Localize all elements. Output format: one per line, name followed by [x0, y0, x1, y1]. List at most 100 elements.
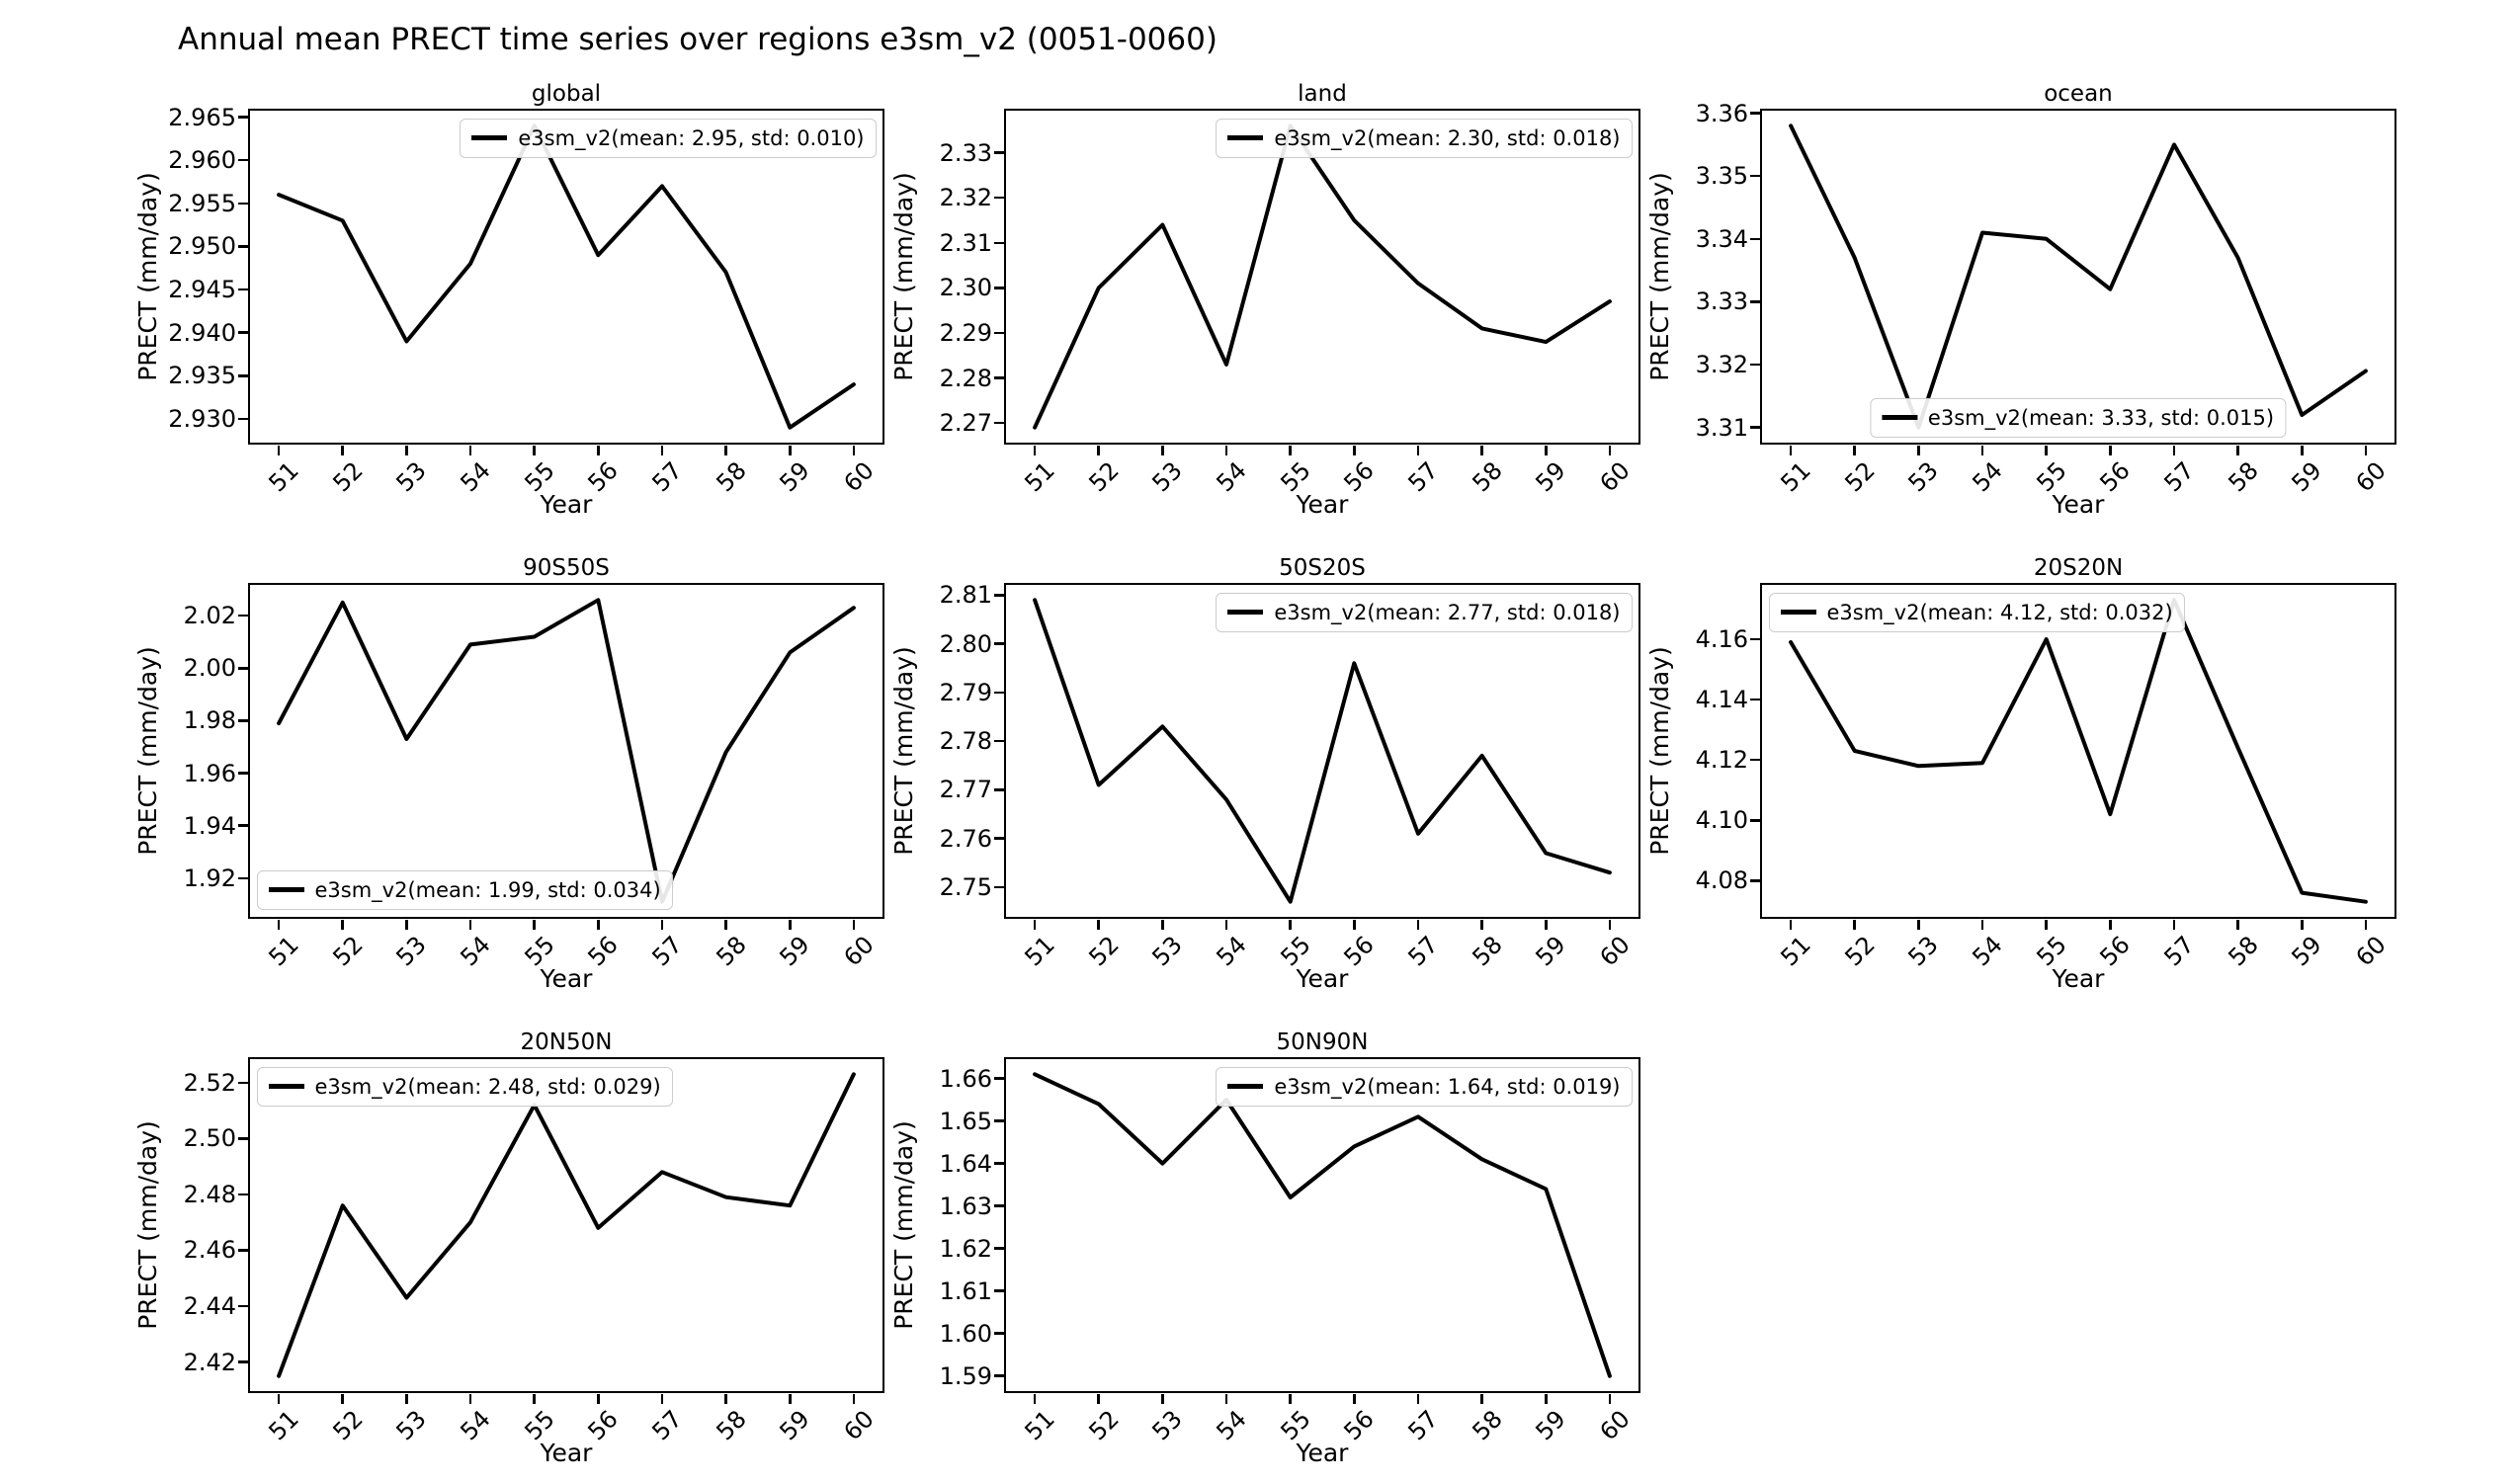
plot-area: [276, 597, 856, 904]
y-tick-label: 3.33: [1695, 288, 1748, 316]
time-series-line: [1032, 123, 1612, 430]
x-tick: [341, 919, 344, 930]
legend: e3sm_v2(mean: 1.99, std: 0.034): [256, 869, 673, 910]
x-tick: [1161, 445, 1164, 455]
y-tick-label: 3.35: [1695, 162, 1748, 191]
y-tick-label: 2.27: [939, 409, 992, 438]
time-series-line: [1032, 597, 1612, 904]
x-tick: [1545, 1393, 1548, 1404]
x-tick: [533, 445, 536, 455]
x-tick: [1033, 1393, 1037, 1404]
axes-20N50N: e3sm_v2(mean: 2.48, std: 0.029): [247, 1056, 884, 1393]
y-tick: [993, 421, 1004, 425]
axes-50N90N: e3sm_v2(mean: 1.64, std: 0.019): [1003, 1056, 1640, 1393]
y-tick: [993, 1204, 1004, 1207]
legend-label: e3sm_v2(mean: 2.48, std: 0.029): [314, 1074, 661, 1099]
y-tick-label: 2.80: [939, 629, 992, 658]
legend: e3sm_v2(mean: 2.95, std: 0.010): [460, 118, 877, 158]
x-tick: [1224, 919, 1228, 930]
x-tick: [2364, 445, 2368, 455]
time-series-line: [276, 123, 856, 430]
y-tick-label: 2.30: [939, 274, 992, 302]
y-tick: [993, 885, 1004, 889]
plot-area: [276, 123, 856, 430]
y-tick-label: 2.52: [183, 1068, 236, 1097]
y-tick: [993, 287, 1004, 289]
y-tick-label: 1.60: [939, 1319, 992, 1348]
y-tick: [1749, 237, 1760, 241]
x-tick: [1545, 919, 1548, 930]
x-tick: [277, 445, 281, 455]
x-tick: [468, 1393, 472, 1404]
x-tick: [1224, 1393, 1228, 1404]
subplot-title: land: [1298, 81, 1347, 107]
axes-ocean: e3sm_v2(mean: 3.33, std: 0.015): [1759, 108, 2396, 445]
x-tick: [1545, 445, 1548, 455]
legend: e3sm_v2(mean: 1.64, std: 0.019): [1216, 1066, 1633, 1107]
y-tick-label: 2.77: [939, 776, 992, 804]
y-tick-label: 1.61: [939, 1276, 992, 1305]
x-tick: [533, 1393, 536, 1404]
x-tick: [277, 919, 281, 930]
legend: e3sm_v2(mean: 2.30, std: 0.018): [1216, 118, 1633, 158]
legend-line-swatch: [268, 887, 304, 892]
y-tick: [1749, 879, 1760, 882]
x-tick: [1416, 445, 1420, 455]
y-tick: [993, 1374, 1004, 1377]
y-tick-label: 2.29: [939, 318, 992, 347]
y-tick: [993, 241, 1004, 245]
axes-20S20N: e3sm_v2(mean: 4.12, std: 0.032): [1759, 582, 2396, 919]
y-tick-label: 1.96: [183, 759, 236, 787]
y-tick-label: 2.935: [168, 362, 236, 390]
y-tick-label: 2.960: [168, 146, 236, 175]
legend-label: e3sm_v2(mean: 1.64, std: 0.019): [1274, 1074, 1621, 1099]
y-tick: [1749, 300, 1760, 303]
x-tick: [2301, 445, 2304, 455]
y-tick-label: 2.46: [183, 1236, 236, 1265]
y-tick-label: 2.48: [183, 1180, 236, 1208]
y-tick: [237, 1137, 248, 1140]
x-axis-label: Year: [2052, 964, 2105, 993]
x-tick: [597, 1393, 600, 1404]
y-tick: [237, 1249, 248, 1252]
y-tick-label: 4.14: [1695, 686, 1748, 714]
x-tick: [660, 919, 664, 930]
legend-label: e3sm_v2(mean: 2.95, std: 0.010): [518, 125, 865, 150]
axes-global: e3sm_v2(mean: 2.95, std: 0.010): [247, 108, 884, 445]
x-tick: [1097, 1393, 1100, 1404]
x-axis-label: Year: [540, 964, 593, 993]
y-tick: [993, 196, 1004, 200]
subplot-title: 50N90N: [1276, 1029, 1369, 1055]
legend: e3sm_v2(mean: 2.48, std: 0.029): [256, 1066, 673, 1107]
plot-area: [1032, 1071, 1612, 1378]
x-tick: [1608, 1393, 1612, 1404]
y-tick: [237, 1304, 248, 1308]
time-series-line: [1032, 1071, 1612, 1378]
x-axis-label: Year: [2052, 490, 2105, 519]
legend-label: e3sm_v2(mean: 3.33, std: 0.015): [1927, 405, 2275, 430]
y-tick: [993, 837, 1004, 840]
y-axis-label: PRECT (mm/day): [133, 1120, 162, 1330]
subplot-title: 50S20S: [1279, 555, 1366, 581]
x-tick: [2172, 919, 2176, 930]
y-tick-label: 2.81: [939, 581, 992, 610]
plot-area: [1788, 123, 2368, 430]
figure-title: Annual mean PRECT time series over regio…: [178, 22, 1218, 57]
x-tick: [1353, 1393, 1356, 1404]
y-tick: [237, 1360, 248, 1363]
y-tick-label: 2.79: [939, 678, 992, 706]
subplot-title: 20N50N: [520, 1029, 613, 1055]
x-tick: [533, 919, 536, 930]
y-tick-label: 1.92: [183, 864, 236, 892]
y-tick: [237, 417, 248, 421]
y-tick-label: 2.00: [183, 654, 236, 683]
x-tick: [1289, 919, 1292, 930]
y-tick: [993, 1289, 1004, 1292]
x-tick: [1608, 919, 1612, 930]
y-tick: [993, 691, 1004, 695]
x-tick: [2236, 445, 2239, 455]
x-tick: [1480, 919, 1483, 930]
y-tick: [993, 739, 1004, 743]
y-tick-label: 2.955: [168, 189, 236, 217]
y-tick: [993, 642, 1004, 645]
